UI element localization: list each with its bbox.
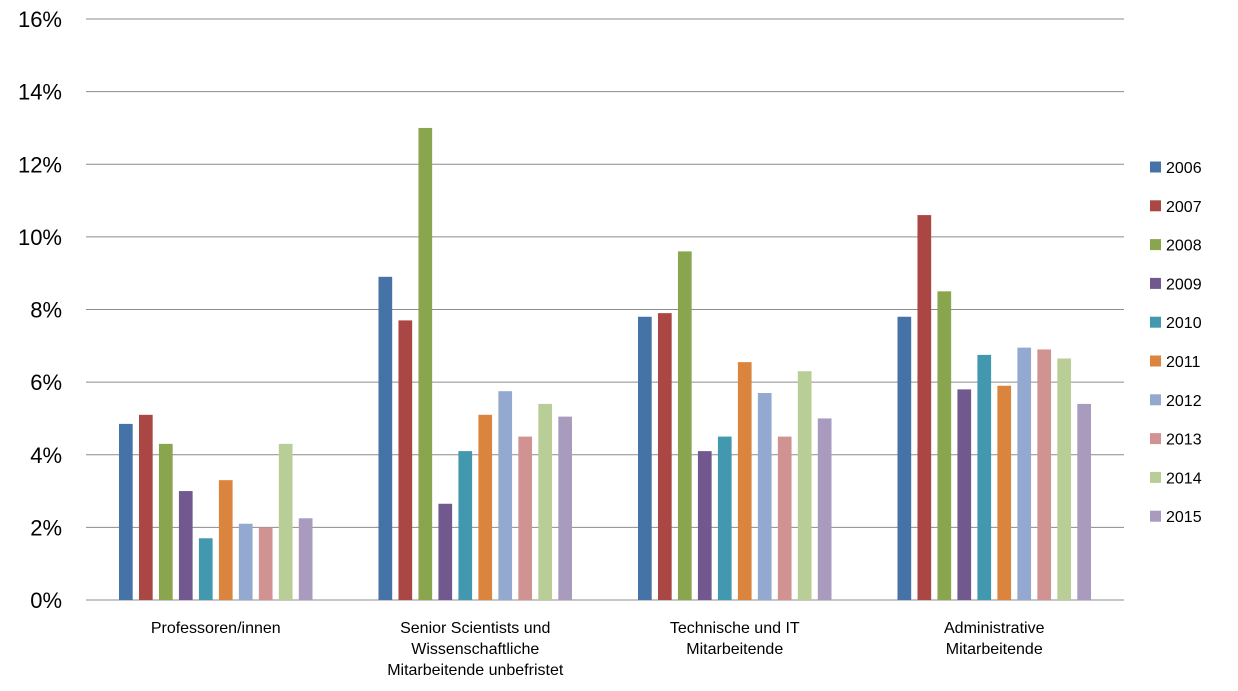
bar-2010-cat-1	[198, 538, 213, 600]
bar-2014-cat-3	[797, 371, 812, 600]
y-tick-label: 6%	[30, 370, 62, 395]
legend-label: 2007	[1166, 199, 1202, 216]
bar-2007-cat-2	[398, 320, 413, 600]
y-tick-label: 0%	[30, 588, 62, 613]
legend-swatch-2007	[1150, 200, 1161, 212]
bar-2011-cat-2	[478, 414, 493, 600]
bar-2009-cat-4	[957, 389, 972, 600]
bar-2015-cat-4	[1077, 403, 1092, 600]
legend-label: 2012	[1166, 393, 1202, 410]
legend-label: 2009	[1166, 276, 1202, 293]
bar-2007-cat-3	[657, 313, 672, 600]
legend-label: 2006	[1166, 160, 1202, 177]
x-axis-category-labels: Professoren/innen Senior Scientists und Wi…	[151, 620, 1045, 679]
legend-label: 2010	[1166, 315, 1202, 332]
legend-swatch-2009	[1150, 277, 1161, 289]
legend-swatch-2012	[1150, 394, 1161, 406]
bar-2013-cat-2	[518, 436, 533, 600]
bar-2014-cat-4	[1057, 358, 1072, 600]
legend-swatch-2010	[1150, 316, 1161, 328]
y-tick-label: 12%	[18, 152, 62, 177]
bar-2013-cat-4	[1037, 349, 1052, 600]
bar-2014-cat-2	[538, 403, 553, 600]
y-tick-label: 8%	[30, 298, 62, 323]
y-tick-label: 2%	[30, 515, 62, 540]
legend-label: 2011	[1166, 354, 1201, 371]
bar-2006-cat-1	[118, 423, 133, 600]
bar-2006-cat-4	[897, 316, 912, 600]
legend: 2006 2007 2008 2009 2010 2011 2012 2013 2014 2015	[1150, 160, 1202, 526]
legend-label: 2008	[1166, 238, 1202, 255]
bar-2007-cat-1	[138, 414, 153, 600]
bar-2008-cat-3	[677, 251, 692, 600]
legend-swatch-2015	[1150, 510, 1161, 522]
bar-2010-cat-4	[977, 354, 992, 600]
legend-swatch-2013	[1150, 433, 1161, 445]
legend-swatch-2014	[1150, 471, 1161, 483]
category-label: Mitarbeitende unbefristet	[387, 662, 564, 679]
legend-label: 2014	[1166, 470, 1202, 487]
bar-2012-cat-3	[757, 393, 772, 600]
y-tick-label: 16%	[18, 7, 62, 32]
bar-2010-cat-3	[717, 436, 732, 600]
y-axis-tick-labels: 0% 2% 4% 6% 8% 10% 12% 14% 16%	[18, 7, 62, 613]
bar-2006-cat-3	[637, 316, 652, 600]
bar-2012-cat-4	[1017, 347, 1032, 600]
bar-2009-cat-3	[697, 451, 712, 600]
bar-2012-cat-1	[238, 523, 253, 600]
bar-2015-cat-2	[558, 416, 573, 600]
bar-2011-cat-3	[737, 362, 752, 600]
bar-2009-cat-2	[438, 503, 453, 600]
bar-2014-cat-1	[278, 443, 293, 600]
y-tick-label: 10%	[18, 225, 62, 250]
category-label: Wissenschaftliche	[411, 641, 539, 658]
bar-2015-cat-3	[817, 418, 832, 600]
bars	[118, 127, 1092, 600]
bar-2010-cat-2	[458, 451, 473, 600]
bar-2013-cat-3	[777, 436, 792, 600]
bar-2009-cat-1	[178, 491, 193, 600]
bar-2006-cat-2	[378, 276, 393, 600]
y-tick-label: 4%	[30, 443, 62, 468]
y-tick-label: 14%	[18, 80, 62, 105]
bar-2011-cat-4	[997, 385, 1012, 600]
category-label: Technische und IT	[670, 620, 800, 637]
legend-label: 2013	[1166, 432, 1202, 449]
bar-2011-cat-1	[218, 480, 233, 600]
legend-swatch-2008	[1150, 239, 1161, 251]
bar-2008-cat-2	[418, 127, 433, 600]
bar-2007-cat-4	[917, 215, 932, 600]
category-label: Professoren/innen	[151, 620, 281, 637]
category-label: Mitarbeitende	[946, 641, 1043, 658]
category-label: Mitarbeitende	[686, 641, 783, 658]
legend-swatch-2011	[1150, 355, 1161, 367]
bar-2015-cat-1	[298, 518, 313, 600]
bar-2012-cat-2	[498, 391, 513, 600]
category-label: Senior Scientists und	[400, 620, 550, 637]
bar-2013-cat-1	[258, 527, 273, 600]
legend-swatch-2006	[1150, 161, 1161, 173]
bar-2008-cat-4	[937, 291, 952, 600]
category-label: Administrative	[944, 620, 1045, 637]
legend-label: 2015	[1166, 509, 1202, 526]
bar-2008-cat-1	[158, 443, 173, 600]
